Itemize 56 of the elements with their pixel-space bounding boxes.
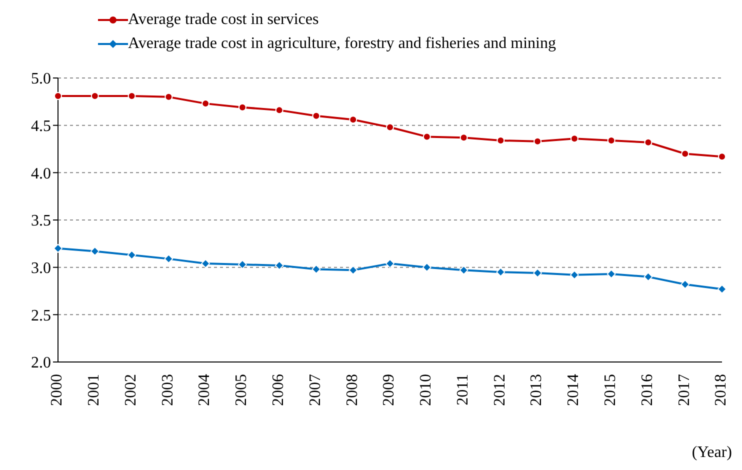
- point: [533, 268, 542, 278]
- x-tick-label: 2013: [528, 374, 546, 406]
- point: [54, 244, 62, 253]
- y-tick-label: 3.0: [31, 260, 51, 278]
- x-tick-label: 2012: [491, 374, 508, 406]
- point: [312, 264, 321, 274]
- x-tick-label: 2005: [233, 374, 250, 406]
- x-tick-label: 2006: [270, 374, 288, 406]
- legend-label: Average trade cost in services: [128, 11, 319, 29]
- point: [348, 266, 358, 275]
- y-tick-label: 5.0: [31, 70, 51, 88]
- x-tick-label: 2014: [565, 374, 582, 406]
- point: [681, 150, 690, 158]
- y-tick-label: 2.0: [31, 354, 51, 372]
- x-tick-label: 2015: [602, 374, 620, 406]
- legend-label: Average trade cost in agriculture, forestry and fisheries and mining: [128, 35, 556, 53]
- point: [164, 92, 173, 101]
- point: [275, 106, 284, 114]
- point: [534, 137, 542, 146]
- point: [718, 152, 726, 161]
- x-tick-label: 2017: [676, 374, 693, 406]
- point: [570, 270, 579, 280]
- x-tick-label: 2016: [638, 374, 656, 406]
- point: [54, 92, 62, 100]
- x-axis-title: (Year): [692, 444, 732, 462]
- y-tick-label: 4.0: [31, 165, 51, 182]
- x-tick-label: 2002: [122, 374, 140, 406]
- x-tick-label: 2018: [712, 374, 730, 406]
- x-tick-label: 2010: [418, 374, 435, 406]
- y-tick-label: 2.5: [31, 307, 51, 324]
- x-tick-label: 2009: [380, 374, 398, 406]
- point: [349, 116, 358, 124]
- point: [274, 261, 284, 270]
- point: [201, 259, 210, 268]
- x-tick-label: 2007: [306, 374, 324, 406]
- x-tick-label: 2008: [344, 374, 361, 406]
- point: [570, 134, 578, 143]
- point: [238, 260, 247, 269]
- x-tick-label: 2000: [48, 374, 66, 406]
- point: [312, 112, 320, 120]
- point: [386, 259, 394, 268]
- point: [496, 268, 506, 276]
- point: [422, 132, 431, 141]
- point: [644, 138, 652, 146]
- y-tick-label: 3.5: [31, 212, 51, 230]
- x-tick-label: 2001: [86, 374, 103, 406]
- x-tick-label: 2011: [454, 374, 472, 406]
- x-tick-label: 2004: [196, 374, 214, 406]
- point: [127, 250, 136, 260]
- point: [606, 270, 616, 278]
- x-tick-label: 2003: [159, 374, 176, 406]
- point: [386, 123, 394, 132]
- y-tick-label: 4.5: [31, 118, 51, 136]
- point: [460, 134, 468, 142]
- point: [459, 266, 468, 275]
- point: [238, 103, 246, 112]
